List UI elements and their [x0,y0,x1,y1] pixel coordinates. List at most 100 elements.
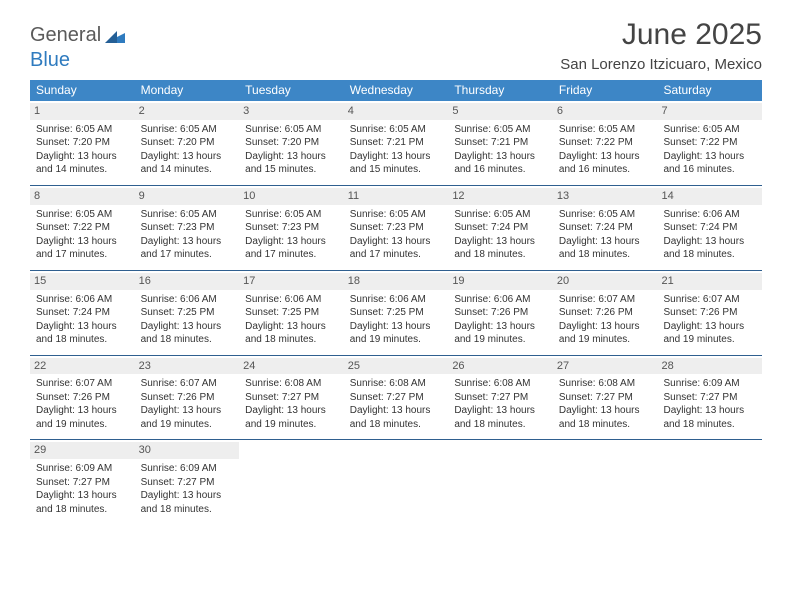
sunrise-text: Sunrise: 6:05 AM [141,208,234,222]
daylight-text: Daylight: 13 hours and 17 minutes. [245,235,338,262]
day-number: 29 [30,442,135,459]
sunrise-text: Sunrise: 6:05 AM [245,208,338,222]
daylight-text: Daylight: 13 hours and 18 minutes. [454,404,547,431]
day-number: 4 [344,103,449,120]
weekday-header-cell: Friday [553,80,658,101]
sunset-text: Sunset: 7:26 PM [559,306,652,320]
sunset-text: Sunset: 7:27 PM [350,391,443,405]
calendar-day: 27Sunrise: 6:08 AMSunset: 7:27 PMDayligh… [553,356,658,440]
day-number: 12 [448,188,553,205]
daylight-text: Daylight: 13 hours and 19 minutes. [559,320,652,347]
calendar-day-empty [448,440,553,524]
daylight-text: Daylight: 13 hours and 14 minutes. [141,150,234,177]
calendar-week: 22Sunrise: 6:07 AMSunset: 7:26 PMDayligh… [30,356,762,441]
sunset-text: Sunset: 7:22 PM [36,221,129,235]
day-number: 22 [30,358,135,375]
sunrise-text: Sunrise: 6:05 AM [559,208,652,222]
day-number: 8 [30,188,135,205]
sunrise-text: Sunrise: 6:08 AM [350,377,443,391]
sunset-text: Sunset: 7:24 PM [663,221,756,235]
sunrise-text: Sunrise: 6:05 AM [663,123,756,137]
calendar-day: 7Sunrise: 6:05 AMSunset: 7:22 PMDaylight… [657,101,762,185]
calendar-day: 17Sunrise: 6:06 AMSunset: 7:25 PMDayligh… [239,271,344,355]
calendar-week: 15 Sunrise: 6:06 AM Sunset: 7:24 PM Dayligh… [30,271,762,356]
brand-part2: Blue [30,49,70,71]
sunrise-text: Sunrise: 6:05 AM [350,123,443,137]
location-subtitle: San Lorenzo Itzicuaro, Mexico [560,56,762,73]
sunset-text: Sunset: 7:27 PM [559,391,652,405]
daylight-text: Daylight: 13 hours and 17 minutes. [36,235,129,262]
sunrise-text: Sunrise: 6:07 AM [559,293,652,307]
daylight-text: Daylight: 13 hours and 16 minutes. [454,150,547,177]
daylight-text: Daylight: 13 hours and 15 minutes. [245,150,338,177]
calendar-day: 20Sunrise: 6:07 AMSunset: 7:26 PMDayligh… [553,271,658,355]
sunrise-text: Sunrise: 6:05 AM [559,123,652,137]
sunset-text: Sunset: 7:26 PM [36,391,129,405]
calendar-day: 4Sunrise: 6:05 AMSunset: 7:21 PMDaylight… [344,101,449,185]
sunrise-text: Sunrise: 6:07 AM [663,293,756,307]
sunset-text: Sunset: 7:27 PM [663,391,756,405]
day-number: 7 [657,103,762,120]
daylight-text: Daylight: 13 hours and 18 minutes. [141,489,234,516]
sunset-text: Sunset: 7:24 PM [559,221,652,235]
weekday-header-cell: Monday [135,80,240,101]
daylight-text: Daylight: 13 hours and 18 minutes. [559,235,652,262]
daylight-text: Daylight: 13 hours and 19 minutes. [36,404,129,431]
calendar-day: 22 Sunrise: 6:07 AMSunset: 7:26 PMDayligh… [30,356,135,440]
sunrise-text: Sunrise: 6:09 AM [663,377,756,391]
calendar-day: 23Sunrise: 6:07 AMSunset: 7:26 PMDayligh… [135,356,240,440]
day-number: 13 [553,188,658,205]
daylight-text: Daylight: 13 hours and 18 minutes. [559,404,652,431]
calendar-day: 15Sunrise: 6:06 AMSunset: 7:24 PMDayligh… [30,271,135,355]
day-number: 30 [135,442,240,459]
calendar-day: 9Sunrise: 6:05 AMSunset: 7:23 PMDaylight… [135,186,240,270]
day-number: 3 [239,103,344,120]
calendar-day: 5Sunrise: 6:05 AMSunset: 7:21 PMDaylight… [448,101,553,185]
day-number: 10 [239,188,344,205]
sunset-text: Sunset: 7:23 PM [141,221,234,235]
day-number: 23 [135,358,240,375]
calendar-week: 1Sunrise: 6:05 AMSunset: 7:20 PMDaylight… [30,101,762,186]
sunrise-text: Sunrise: 6:05 AM [454,208,547,222]
daylight-text: Daylight: 13 hours and 14 minutes. [36,150,129,177]
weekday-header-cell: Thursday [448,80,553,101]
day-number: 9 [135,188,240,205]
sunset-text: Sunset: 7:20 PM [245,136,338,150]
sunset-text: Sunset: 7:21 PM [350,136,443,150]
sunset-text: Sunset: 7:26 PM [141,391,234,405]
sunset-text: Sunset: 7:27 PM [141,476,234,490]
weekday-header: SundayMondayTuesdayWednesdayThursdayFrid… [30,80,762,101]
calendar-day: 13 Sunrise: 6:05 AMSunset: 7:24 PMDayligh… [553,186,658,270]
day-number: 26 [448,358,553,375]
sunset-text: Sunset: 7:27 PM [36,476,129,490]
sunrise-text: Sunrise: 6:05 AM [350,208,443,222]
sunrise-text: Sunrise: 6:05 AM [36,208,129,222]
sunset-text: Sunset: 7:24 PM [36,306,129,320]
sunset-text: Sunset: 7:25 PM [350,306,443,320]
sunrise-text: Sunrise: 6:08 AM [559,377,652,391]
calendar-day: 12Sunrise: 6:05 AMSunset: 7:24 PMDayligh… [448,186,553,270]
sunrise-text: Sunrise: 6:07 AM [36,377,129,391]
weekday-header-cell: Sunday [30,80,135,101]
sunrise-text: Sunrise: 6:06 AM [454,293,547,307]
sunrise-text: Sunrise: 6:06 AM [350,293,443,307]
daylight-text: Daylight: 13 hours and 18 minutes. [663,235,756,262]
sunset-text: Sunset: 7:26 PM [454,306,547,320]
sunrise-text: Sunrise: 6:05 AM [36,123,129,137]
day-number: 6 [553,103,658,120]
calendar-day: 21Sunrise: 6:07 AMSunset: 7:26 PMDayligh… [657,271,762,355]
sunset-text: Sunset: 7:27 PM [454,391,547,405]
day-number: 21 [657,273,762,290]
calendar-day: 16Sunrise: 6:06 AMSunset: 7:25 PMDayligh… [135,271,240,355]
sunrise-text: Sunrise: 6:06 AM [141,293,234,307]
daylight-text: Daylight: 13 hours and 19 minutes. [141,404,234,431]
daylight-text: Daylight: 13 hours and 16 minutes. [559,150,652,177]
weekday-header-cell: Saturday [657,80,762,101]
calendar-day-empty [344,440,449,524]
calendar-day-empty [657,440,762,524]
day-number: 15 [30,273,135,290]
sunrise-text: Sunrise: 6:05 AM [245,123,338,137]
calendar-day: 28Sunrise: 6:09 AMSunset: 7:27 PMDayligh… [657,356,762,440]
day-number: 28 [657,358,762,375]
brand-part1: General [30,24,101,46]
